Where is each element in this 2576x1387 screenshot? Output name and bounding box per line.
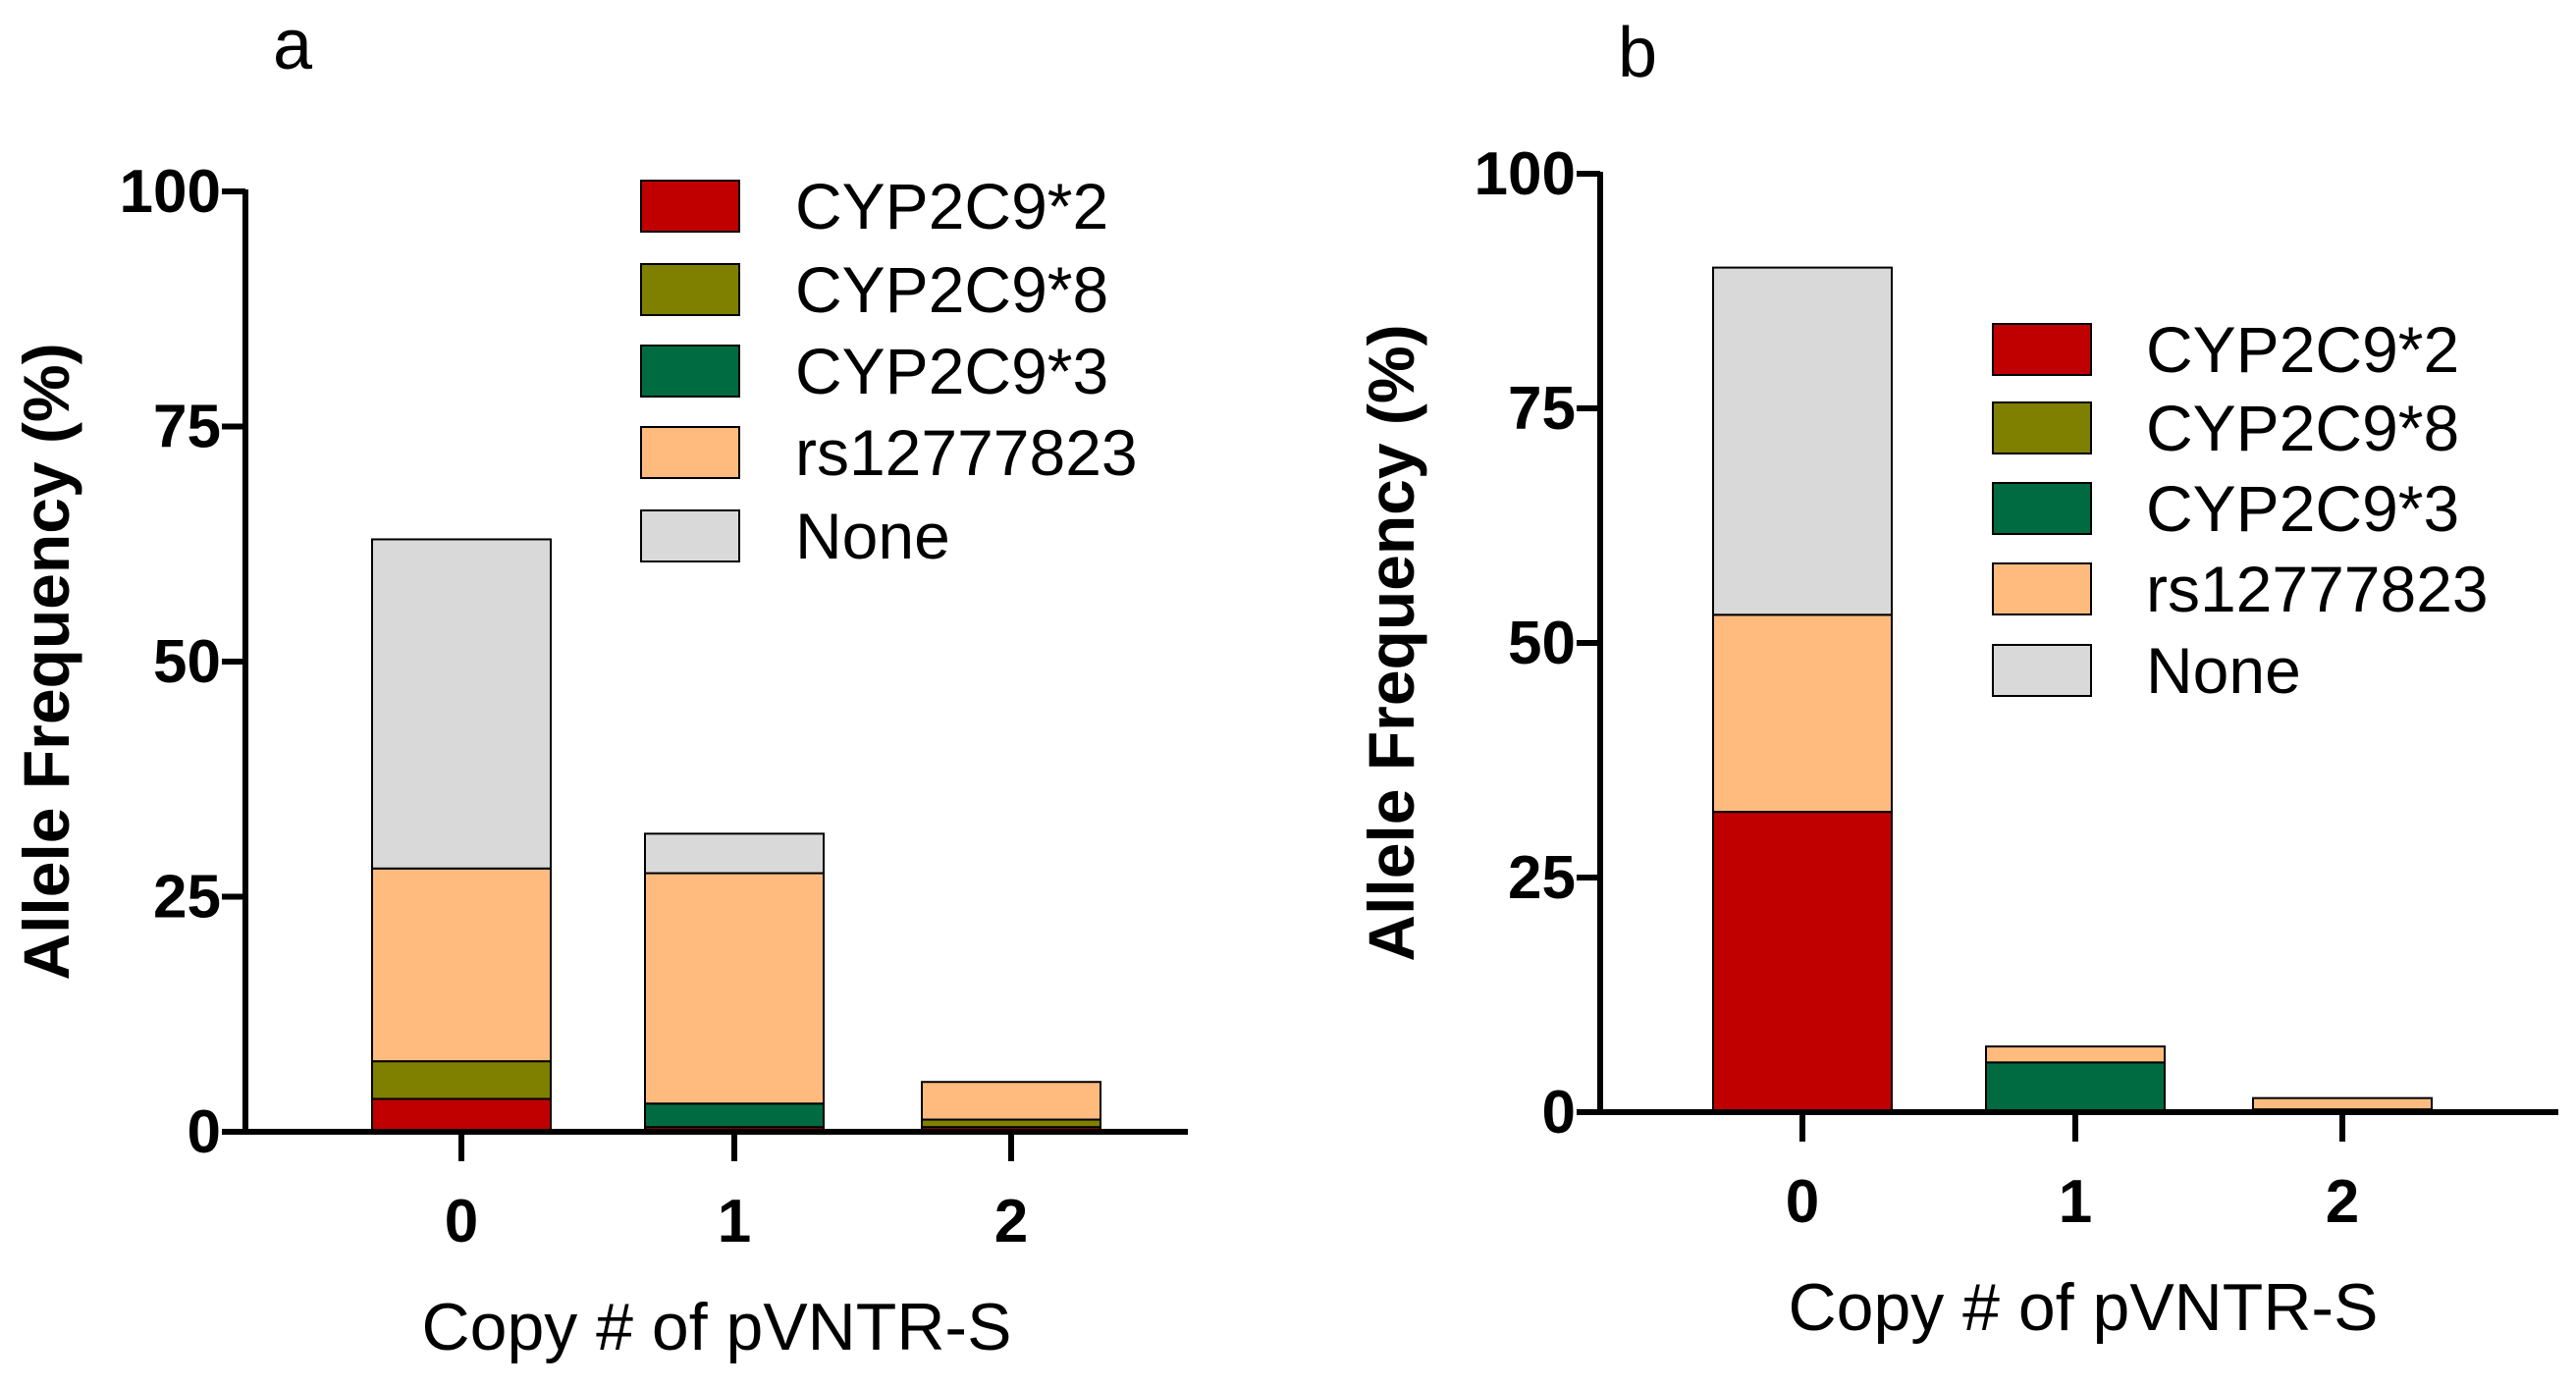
x-tick-label: 0 <box>1786 1168 1819 1236</box>
bar-segment-none-cat1 <box>644 832 825 875</box>
chart-panel-b: b 0 25 50 75 100 0 1 2 Allele Frequency (%) Copy #… <box>1355 14 2558 1345</box>
legend-swatch-cyp2c98 <box>640 263 740 316</box>
legend-swatch-none <box>640 509 740 562</box>
y-tick-label: 25 <box>1508 844 1576 912</box>
x-axis-label: Copy # of pVNTR-S <box>422 1290 1012 1364</box>
legend-label-cyp2c98: CYP2C9*8 <box>2146 392 2459 464</box>
legend-label-rs12777823: rs12777823 <box>2146 553 2489 625</box>
legend-swatch-cyp2c92 <box>640 180 740 233</box>
y-tick-label: 0 <box>1542 1079 1576 1147</box>
y-axis-label: Allele Frequency (%) <box>1355 324 1427 961</box>
legend-swatch-cyp2c93 <box>1992 482 2092 535</box>
bar-segment-rs12777823-cat0 <box>1712 613 1893 814</box>
x-tick-label: 0 <box>445 1188 478 1255</box>
panel-label: b <box>1618 14 1657 92</box>
legend-swatch-cyp2c92 <box>1992 323 2092 376</box>
bar-segment-cyp2c98-cat2 <box>921 1118 1101 1129</box>
bar-segment-cyp2c92-cat0 <box>1712 811 1893 1114</box>
y-tick-label: 100 <box>120 158 221 226</box>
y-tick-label: 50 <box>153 628 221 696</box>
y-tick-label: 50 <box>1508 610 1576 677</box>
legend-label-none: None <box>2146 634 2301 707</box>
legend-label-rs12777823: rs12777823 <box>795 416 1138 489</box>
legend-swatch-rs12777823 <box>640 426 740 479</box>
legend-swatch-cyp2c93 <box>640 345 740 398</box>
bar-segment-rs12777823-cat2 <box>921 1081 1101 1121</box>
x-tick-label: 2 <box>994 1188 1028 1255</box>
y-axis-label: Allele Frequency (%) <box>10 343 82 980</box>
bar-segment-cyp2c98-cat0 <box>371 1060 552 1100</box>
bar-segment-rs12777823-cat1 <box>644 872 825 1105</box>
y-tick-label: 100 <box>1475 140 1576 208</box>
panel-label: a <box>273 6 313 84</box>
bar-segment-rs12777823-cat2 <box>2252 1096 2433 1111</box>
legend-swatch-none <box>1992 644 2092 697</box>
x-tick-label: 1 <box>718 1188 751 1255</box>
y-tick-label: 75 <box>1508 375 1576 443</box>
bar-segment-none-cat0 <box>1712 266 1893 616</box>
legend-label-cyp2c92: CYP2C9*2 <box>2146 313 2459 386</box>
x-tick-label: 2 <box>2326 1168 2359 1236</box>
chart-panel-a: a 0 25 50 75 100 0 1 2 Allele Frequency (%) Copy #… <box>10 6 1188 1364</box>
legend-label-cyp2c93: CYP2C9*3 <box>2146 472 2459 545</box>
bar-segment-cyp2c93-cat1 <box>644 1102 825 1129</box>
legend-label-none: None <box>795 500 950 572</box>
legend-swatch-rs12777823 <box>1992 562 2092 615</box>
legend-swatch-cyp2c98 <box>1992 401 2092 454</box>
bar-segment-none-cat0 <box>371 538 552 870</box>
bar-segment-rs12777823-cat0 <box>371 867 552 1063</box>
legend-label-cyp2c93: CYP2C9*3 <box>795 335 1108 407</box>
bar-segment-cyp2c93-cat1 <box>1985 1061 2166 1114</box>
y-tick-label: 0 <box>188 1098 221 1166</box>
legend-label-cyp2c98: CYP2C9*8 <box>795 253 1108 326</box>
legend: CYP2C9*2 CYP2C9*8 CYP2C9*3 rs12777823 None <box>640 170 1138 572</box>
bar-segment-cyp2c92-cat0 <box>371 1097 552 1133</box>
legend-label-cyp2c92: CYP2C9*2 <box>795 170 1108 242</box>
y-tick-label: 25 <box>153 864 221 932</box>
bar-segment-rs12777823-cat1 <box>1985 1045 2166 1064</box>
x-axis-label: Copy # of pVNTR-S <box>1789 1270 2379 1345</box>
x-tick-label: 1 <box>2059 1168 2092 1236</box>
y-tick-label: 75 <box>153 394 221 461</box>
